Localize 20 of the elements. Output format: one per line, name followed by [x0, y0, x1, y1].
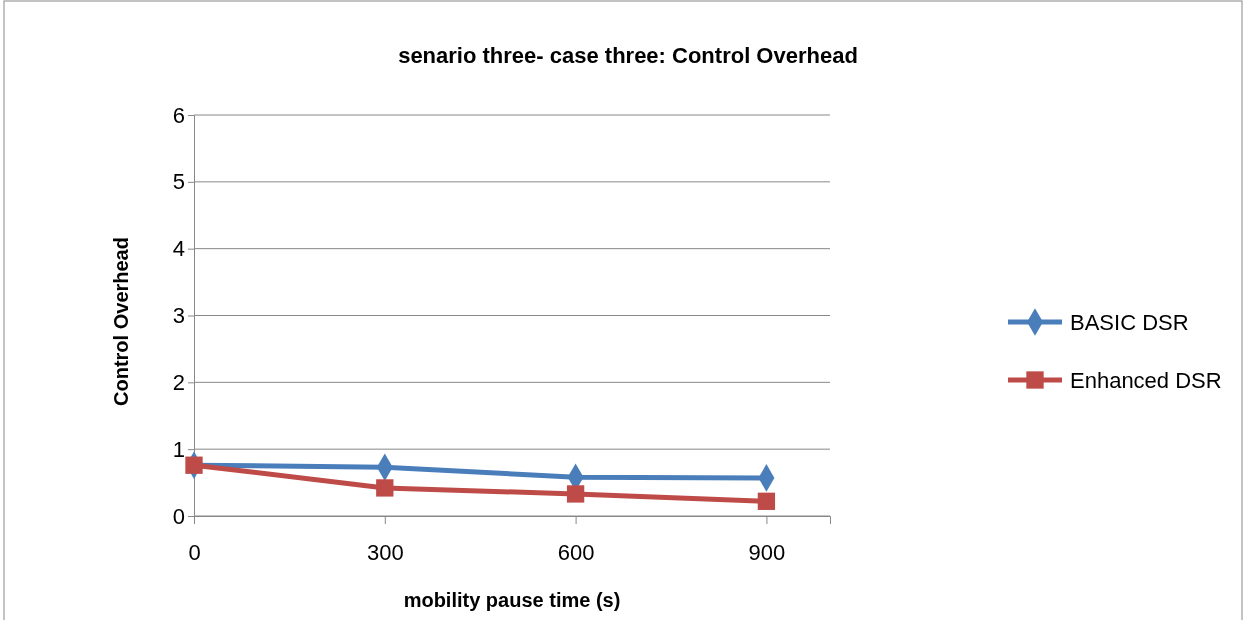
- y-tick-label: 5: [172, 169, 185, 195]
- y-axis-title: Control Overhead: [110, 237, 132, 406]
- y-tick-label: 2: [172, 369, 185, 395]
- x-axis-title: mobility pause time (s): [403, 589, 621, 611]
- chart-title: senario three- case three: Control Overhead: [398, 43, 858, 68]
- x-tick-label: 0: [188, 539, 201, 565]
- y-tick-label: 3: [172, 303, 185, 329]
- y-tick-label: 4: [172, 236, 185, 262]
- y-tick-label: 6: [172, 102, 185, 128]
- point: [757, 492, 776, 510]
- point: [566, 485, 585, 503]
- legend-label: BASIC DSR: [1070, 310, 1189, 335]
- y-tick-label: 1: [172, 436, 185, 462]
- x-tick-label: 300: [366, 539, 404, 565]
- point: [185, 456, 203, 474]
- x-tick-label: 900: [748, 539, 786, 565]
- y-tick-label: 0: [172, 503, 185, 529]
- legend-label: Enhanced DSR: [1070, 368, 1222, 393]
- x-tick-label: 600: [557, 539, 595, 565]
- point: [376, 479, 394, 497]
